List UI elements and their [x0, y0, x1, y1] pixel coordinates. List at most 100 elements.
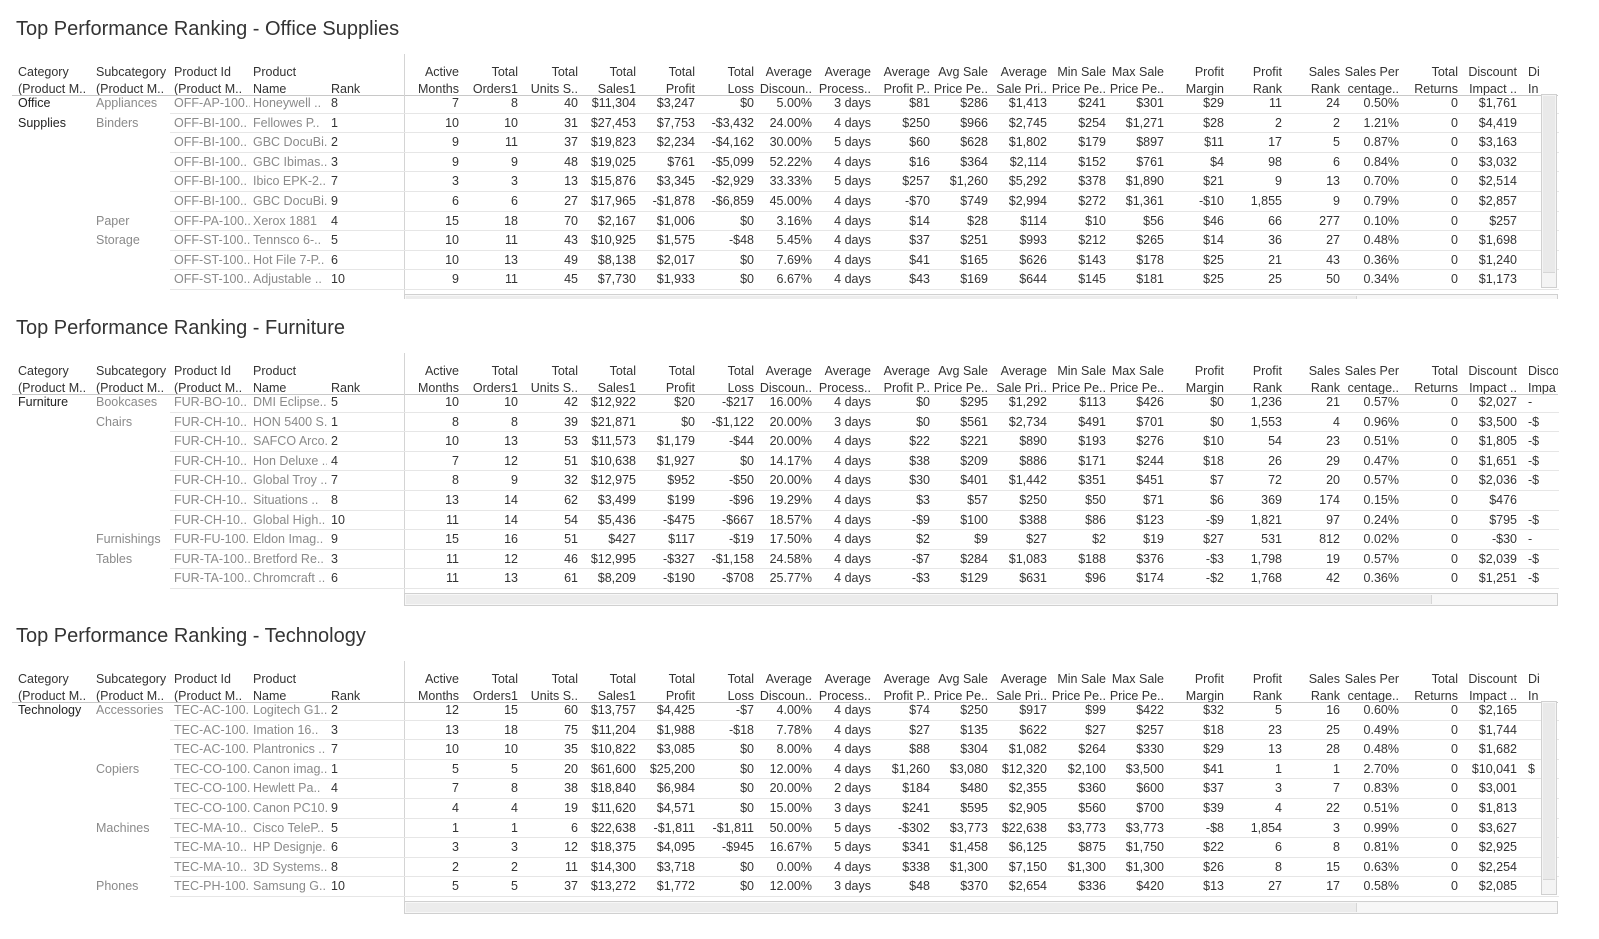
column-header-min-sale-price[interactable]: Min Sale Price Pe.. [1050, 357, 1106, 397]
column-header-sales-percentage[interactable]: Sales Per centage.. [1343, 58, 1399, 98]
table-row[interactable]: Phones TEC-PH-100.. Samsung G.. 10 5 5 37 $13,2… [0, 877, 1599, 897]
table-row[interactable]: Furnishings FUR-FU-100.. Eldon Imag.. 9 15 16… [0, 530, 1599, 550]
column-header-rank[interactable]: Rank [331, 357, 391, 397]
column-header-max-sale-price[interactable]: Max Sale Price Pe.. [1108, 357, 1164, 397]
column-header-sales-rank[interactable]: Sales Rank [1284, 665, 1340, 705]
column-header-rank[interactable]: Rank [331, 665, 391, 705]
table-row[interactable]: TEC-AC-100.. Plantronics .. 7 10 10 35 $10,822… [0, 740, 1599, 760]
column-header-total-units[interactable]: Total Units S.. [522, 58, 578, 98]
column-header-subcategory[interactable]: Subcategory (Product M.. [96, 58, 170, 98]
column-header-sales-percentage[interactable]: Sales Per centage.. [1343, 357, 1399, 397]
table-row[interactable]: FUR-CH-10.. Hon Deluxe .. 4 7 12 51 $10,638 $1,… [0, 452, 1599, 472]
table-row[interactable]: TEC-AC-100.. Imation 16.. 3 13 18 75 $11,204 $1… [0, 721, 1599, 741]
column-header-total-returns[interactable]: Total Returns [1402, 357, 1458, 397]
table-row[interactable]: Chairs FUR-CH-10.. HON 5400 S.. 1 8 8 39 $21,87… [0, 413, 1599, 433]
column-header-avg-sale-price[interactable]: Avg Sale Price Pe.. [932, 58, 988, 98]
column-header-profit-rank[interactable]: Profit Rank [1226, 58, 1282, 98]
column-header-discount-impact[interactable]: Discount Impact .. [1461, 58, 1517, 98]
column-header-product-id[interactable]: Product Id (Product M.. [174, 357, 250, 397]
table-row[interactable]: FUR-TA-100.. Chromcraft .. 6 11 13 61 $8,209 -$… [0, 569, 1599, 589]
column-header-average-process[interactable]: Average Process.. [815, 357, 871, 397]
vertical-scrollbar-thumb[interactable] [1543, 96, 1555, 273]
column-header-total-sales[interactable]: Total Sales1 [580, 58, 636, 98]
column-header-average-profit[interactable]: Average Profit P.. [874, 58, 930, 98]
column-header-min-sale-price[interactable]: Min Sale Price Pe.. [1050, 665, 1106, 705]
horizontal-scrollbar-thumb[interactable] [406, 903, 1357, 912]
column-header-total-sales[interactable]: Total Sales1 [580, 357, 636, 397]
column-header-discount-impact-2[interactable]: Di In [1528, 58, 1558, 98]
column-header-average-profit[interactable]: Average Profit P.. [874, 357, 930, 397]
column-header-max-sale-price[interactable]: Max Sale Price Pe.. [1108, 665, 1164, 705]
column-header-active-months[interactable]: Active Months [406, 58, 459, 98]
column-header-avg-sale-price[interactable]: Avg Sale Price Pe.. [932, 665, 988, 705]
column-header-profit-rank[interactable]: Profit Rank [1226, 665, 1282, 705]
table-row[interactable]: OFF-BI-100.. Ibico EPK-2.. 7 3 3 13 $15,876 $3,… [0, 172, 1599, 192]
table-row[interactable]: Office Appliances OFF-AP-100.. Honeywell ..… [0, 94, 1599, 114]
horizontal-scrollbar-thumb[interactable] [406, 296, 1357, 299]
column-header-max-sale-price[interactable]: Max Sale Price Pe.. [1108, 58, 1164, 98]
column-header-average-sale-price[interactable]: Average Sale Pri.. [991, 665, 1047, 705]
table-row[interactable]: FUR-CH-10.. Global High.. 10 11 14 54 $5,436 -$… [0, 511, 1599, 531]
column-header-average-process[interactable]: Average Process.. [815, 665, 871, 705]
column-header-total-sales[interactable]: Total Sales1 [580, 665, 636, 705]
column-header-discount-impact-2[interactable]: Disco Impa [1528, 357, 1558, 397]
column-header-average-discount[interactable]: Average Discoun.. [756, 58, 812, 98]
table-row[interactable]: Copiers TEC-CO-100.. Canon imag.. 1 5 5 20 $61,… [0, 760, 1599, 780]
table-row[interactable]: OFF-BI-100.. GBC DocuBi.. 9 6 6 27 $17,965 -$1,… [0, 192, 1599, 212]
column-header-total-profit[interactable]: Total Profit [639, 665, 695, 705]
column-header-rank[interactable]: Rank [331, 58, 391, 98]
column-header-category[interactable]: Category (Product M.. [18, 665, 92, 705]
table-row[interactable]: OFF-ST-100.. Hot File 7-P.. 6 10 13 49 $8,138 $… [0, 251, 1599, 271]
column-header-subcategory[interactable]: Subcategory (Product M.. [96, 665, 170, 705]
column-header-total-loss[interactable]: Total Loss [698, 665, 754, 705]
table-row[interactable]: Supplies Binders OFF-BI-100.. Fellowes P.. 1… [0, 114, 1599, 134]
column-header-discount-impact-2[interactable]: Di In [1528, 665, 1558, 705]
column-header-discount-impact[interactable]: Discount Impact .. [1461, 665, 1517, 705]
column-header-average-sale-price[interactable]: Average Sale Pri.. [991, 357, 1047, 397]
table-row[interactable]: TEC-MA-10.. 3D Systems.. 8 2 2 11 $14,300 $3,71… [0, 858, 1599, 878]
horizontal-scrollbar[interactable] [404, 294, 1558, 299]
column-header-total-profit[interactable]: Total Profit [639, 58, 695, 98]
column-header-active-months[interactable]: Active Months [406, 357, 459, 397]
column-header-average-discount[interactable]: Average Discoun.. [756, 357, 812, 397]
column-header-discount-impact[interactable]: Discount Impact .. [1461, 357, 1517, 397]
column-header-average-process[interactable]: Average Process.. [815, 58, 871, 98]
column-header-sales-rank[interactable]: Sales Rank [1284, 357, 1340, 397]
vertical-scrollbar-thumb[interactable] [1543, 703, 1555, 880]
horizontal-scrollbar[interactable] [404, 901, 1558, 914]
column-header-product-id[interactable]: Product Id (Product M.. [174, 58, 250, 98]
column-header-product-name[interactable]: Product Name [253, 357, 327, 397]
column-header-sales-rank[interactable]: Sales Rank [1284, 58, 1340, 98]
table-row[interactable]: TEC-CO-100.. Canon PC10.. 9 4 4 19 $11,620 $4,5… [0, 799, 1599, 819]
horizontal-scrollbar[interactable] [404, 593, 1558, 606]
column-header-total-loss[interactable]: Total Loss [698, 357, 754, 397]
column-header-avg-sale-price[interactable]: Avg Sale Price Pe.. [932, 357, 988, 397]
table-row[interactable]: FUR-CH-10.. Global Troy .. 7 8 9 32 $12,975 $95… [0, 471, 1599, 491]
column-header-profit-margin[interactable]: Profit Margin [1168, 58, 1224, 98]
table-row[interactable]: Technology Accessories TEC-AC-100.. Logitec… [0, 701, 1599, 721]
table-row[interactable]: Furniture Bookcases FUR-BO-10.. DMI Eclipse… [0, 393, 1599, 413]
table-row[interactable]: TEC-CO-100.. Hewlett Pa.. 4 7 8 38 $18,840 $6,9… [0, 779, 1599, 799]
table-row[interactable]: Paper OFF-PA-100.. Xerox 1881 4 15 18 70 $2,167… [0, 212, 1599, 232]
column-header-average-profit[interactable]: Average Profit P.. [874, 665, 930, 705]
column-header-average-sale-price[interactable]: Average Sale Pri.. [991, 58, 1047, 98]
table-row[interactable]: Storage OFF-ST-100.. Tennsco 6-.. 5 10 11 43 $1… [0, 231, 1599, 251]
column-header-profit-rank[interactable]: Profit Rank [1226, 357, 1282, 397]
horizontal-scrollbar-thumb[interactable] [406, 595, 1432, 604]
column-header-product-id[interactable]: Product Id (Product M.. [174, 665, 250, 705]
table-row[interactable]: OFF-ST-100.. Adjustable .. 10 9 11 45 $7,730 $1… [0, 270, 1599, 290]
table-row[interactable]: TEC-MA-10.. HP Designje.. 6 3 3 12 $18,375 $4,0… [0, 838, 1599, 858]
table-row[interactable]: OFF-BI-100.. GBC DocuBi.. 2 9 11 37 $19,823 $2,… [0, 133, 1599, 153]
column-header-category[interactable]: Category (Product M.. [18, 357, 92, 397]
column-header-average-discount[interactable]: Average Discoun.. [756, 665, 812, 705]
column-header-min-sale-price[interactable]: Min Sale Price Pe.. [1050, 58, 1106, 98]
column-header-product-name[interactable]: Product Name [253, 58, 327, 98]
column-header-total-units[interactable]: Total Units S.. [522, 357, 578, 397]
column-header-total-loss[interactable]: Total Loss [698, 58, 754, 98]
column-header-total-orders[interactable]: Total Orders1 [462, 665, 518, 705]
column-header-active-months[interactable]: Active Months [406, 665, 459, 705]
vertical-scrollbar[interactable] [1541, 94, 1557, 288]
column-header-total-units[interactable]: Total Units S.. [522, 665, 578, 705]
column-header-profit-margin[interactable]: Profit Margin [1168, 357, 1224, 397]
table-row[interactable]: Machines TEC-MA-10.. Cisco TeleP.. 5 1 1 6 $22,… [0, 819, 1599, 839]
